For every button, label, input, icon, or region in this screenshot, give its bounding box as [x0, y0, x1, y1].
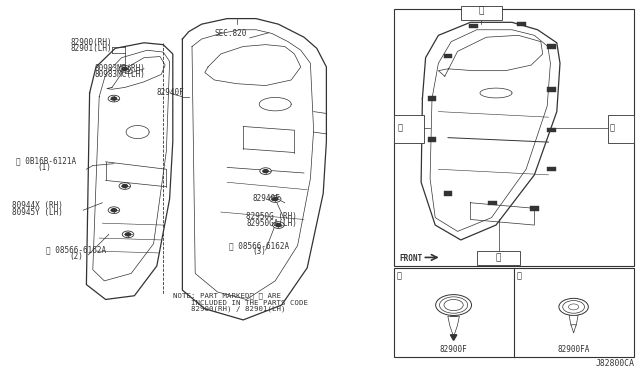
Text: 82940F: 82940F [157, 88, 184, 97]
Bar [461, 6, 502, 20]
Bar [488, 201, 497, 205]
Text: ⓐ: ⓐ [397, 272, 402, 280]
Text: ⓒ: ⓒ [517, 272, 522, 280]
Text: 80983MC(LH): 80983MC(LH) [95, 70, 145, 79]
Bar [517, 22, 526, 26]
Bar [547, 44, 556, 49]
Text: 80944X (RH): 80944X (RH) [12, 201, 62, 210]
Text: FRONT: FRONT [399, 254, 422, 263]
Circle shape [122, 67, 127, 70]
Bar [469, 24, 478, 28]
Bar [394, 115, 424, 143]
Text: Ⓑ 08566-6162A: Ⓑ 08566-6162A [229, 241, 289, 250]
Circle shape [436, 295, 472, 315]
Polygon shape [569, 315, 578, 326]
Bar [428, 96, 436, 101]
Circle shape [108, 95, 120, 102]
Text: 82901(LH): 82901(LH) [70, 44, 112, 53]
Circle shape [122, 185, 127, 187]
Text: 82950G (RH): 82950G (RH) [246, 212, 297, 221]
Polygon shape [448, 316, 460, 337]
Circle shape [111, 97, 116, 100]
Polygon shape [451, 335, 457, 340]
Circle shape [119, 183, 131, 189]
Text: (1): (1) [37, 163, 51, 172]
Circle shape [119, 65, 131, 72]
Text: Ⓑ 0B16B-6121A: Ⓑ 0B16B-6121A [16, 157, 76, 166]
Text: 82900(RH): 82900(RH) [70, 38, 112, 46]
Bar [477, 251, 520, 265]
Circle shape [263, 170, 268, 173]
Bar [444, 191, 452, 196]
Circle shape [111, 209, 116, 212]
Text: Ⓑ 08566-6162A: Ⓑ 08566-6162A [46, 246, 106, 255]
Bar [444, 54, 452, 58]
Text: J82800CA: J82800CA [596, 359, 635, 368]
Text: ⓑ: ⓑ [609, 124, 614, 133]
Bar [547, 167, 556, 171]
Text: NOTE: PART MARKEDⓐ Ⓑ ARE: NOTE: PART MARKEDⓐ Ⓑ ARE [173, 292, 281, 299]
Circle shape [108, 207, 120, 214]
Text: INCLUDED IN THE PARTS CODE: INCLUDED IN THE PARTS CODE [173, 300, 308, 306]
Text: 80983MB(RH): 80983MB(RH) [95, 64, 145, 73]
Text: ⓐ: ⓐ [479, 7, 484, 16]
Text: ⓒ: ⓒ [496, 253, 501, 262]
Text: 82900F: 82900F [440, 345, 467, 354]
Text: ⓑ: ⓑ [397, 124, 403, 133]
Bar [608, 115, 634, 143]
Circle shape [273, 198, 278, 201]
Bar [547, 87, 556, 92]
Text: 82900FA: 82900FA [557, 345, 590, 354]
Bar [530, 206, 539, 211]
Circle shape [269, 196, 281, 202]
Text: 80945Y (LH): 80945Y (LH) [12, 208, 62, 217]
Circle shape [125, 233, 131, 236]
Text: (2): (2) [69, 252, 83, 261]
Circle shape [260, 168, 271, 174]
Text: 82950GA(LH): 82950GA(LH) [246, 219, 297, 228]
Text: 82900(RH) / 82901(LH): 82900(RH) / 82901(LH) [173, 306, 285, 312]
Circle shape [273, 222, 284, 228]
Bar [547, 128, 556, 132]
Bar [428, 137, 436, 142]
Bar [394, 268, 634, 357]
Text: 82940F: 82940F [253, 194, 280, 203]
Polygon shape [571, 325, 576, 333]
Text: SEC.820: SEC.820 [214, 29, 247, 38]
Circle shape [559, 298, 588, 315]
Bar [394, 9, 634, 266]
Text: (3): (3) [253, 247, 267, 256]
Circle shape [122, 231, 134, 238]
Circle shape [276, 224, 281, 227]
